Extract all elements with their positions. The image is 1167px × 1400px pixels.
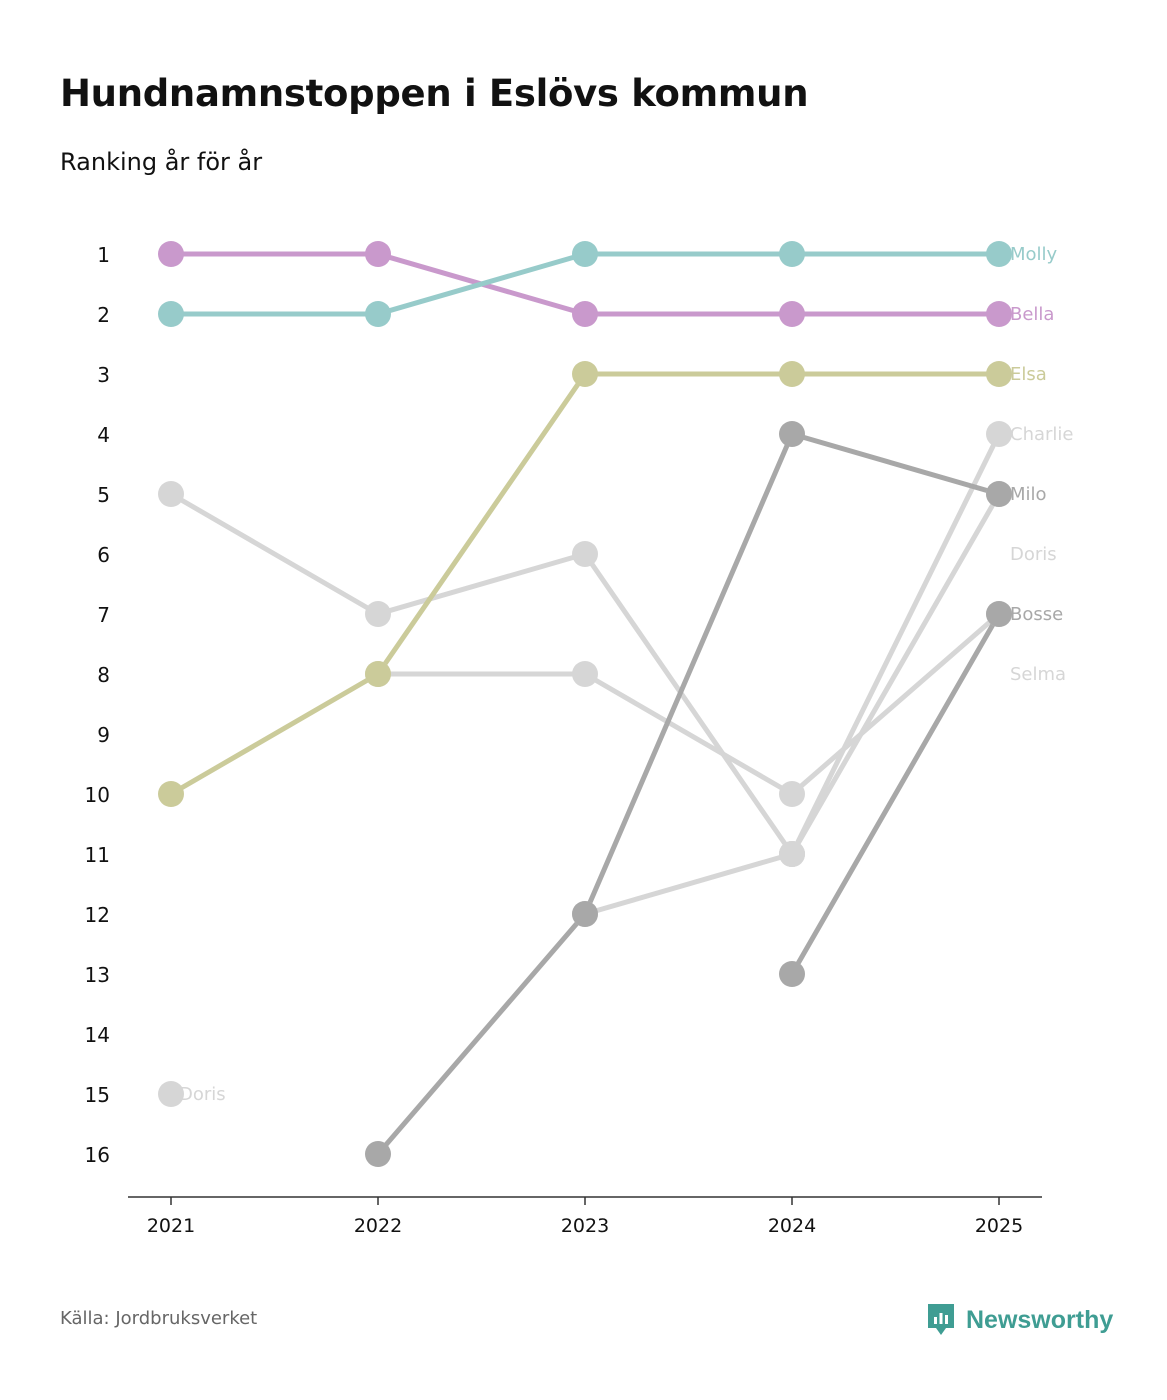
series-points	[158, 241, 1012, 1167]
point-molly-2021	[158, 301, 184, 327]
point-molly-2025	[986, 241, 1012, 267]
point-selma-2021	[158, 481, 184, 507]
y-tick-5: 5	[97, 483, 110, 507]
point-elsa-2022	[365, 661, 391, 687]
y-tick-3: 3	[97, 363, 110, 387]
line-milo	[375, 431, 1002, 1157]
y-tick-15: 15	[85, 1083, 110, 1107]
point-selma-b-2024	[779, 781, 805, 807]
line-charlie	[789, 431, 1002, 857]
x-tick-2023: 2023	[561, 1215, 609, 1237]
end-label-bosse: Bosse	[1010, 604, 1063, 625]
end-label-elsa: Elsa	[1010, 364, 1047, 385]
point-doris-2021	[158, 1081, 184, 1107]
y-tick-10: 10	[85, 783, 110, 807]
series-labels: Molly Bella Elsa Charlie Milo Doris Bosse Selma…	[179, 244, 1073, 1105]
y-tick-2: 2	[97, 303, 110, 327]
end-label-milo: Milo	[1010, 484, 1047, 505]
y-tick-1: 1	[97, 243, 110, 267]
point-milo-2023	[572, 901, 598, 927]
point-bella-2022	[365, 241, 391, 267]
end-label-doris: Doris	[1010, 544, 1057, 565]
point-bella-2023	[572, 301, 598, 327]
end-label-selma: Selma	[1010, 664, 1066, 685]
point-elsa-2024	[779, 361, 805, 387]
point-milo-2024	[779, 421, 805, 447]
line-selma-b	[375, 611, 1002, 797]
point-milo-2022	[365, 1141, 391, 1167]
x-axis: 2021 2022 2023 2024 2025	[128, 1196, 1042, 1237]
point-molly-2022	[365, 301, 391, 327]
point-molly-2023	[572, 241, 598, 267]
point-charlie-2025	[986, 421, 1012, 447]
point-elsa-2021	[158, 781, 184, 807]
y-tick-4: 4	[97, 423, 110, 447]
chart-subtitle: Ranking år för år	[60, 148, 263, 176]
point-elsa-2023	[572, 361, 598, 387]
chart-title: Hundnamnstoppen i Eslövs kommun	[60, 72, 809, 115]
x-tick-2024: 2024	[768, 1215, 816, 1237]
point-bella-2024	[779, 301, 805, 327]
brand-name: Newsworthy	[966, 1305, 1114, 1334]
series-lines	[168, 251, 1002, 1157]
y-tick-9: 9	[97, 723, 110, 747]
brand-logo: Newsworthy	[926, 1302, 1113, 1338]
y-tick-12: 12	[85, 903, 110, 927]
point-molly-2024	[779, 241, 805, 267]
point-bella-2021	[158, 241, 184, 267]
point-selma-2023	[572, 541, 598, 567]
line-bosse	[789, 611, 1002, 977]
end-label-bella: Bella	[1010, 304, 1054, 325]
y-tick-8: 8	[97, 663, 110, 687]
y-tick-13: 13	[85, 963, 110, 987]
end-label-charlie: Charlie	[1010, 424, 1073, 445]
x-tick-2022: 2022	[354, 1215, 402, 1237]
point-selma-b-2023	[572, 661, 598, 687]
y-tick-7: 7	[97, 603, 110, 627]
source-note: Källa: Jordbruksverket	[60, 1308, 258, 1329]
point-charlie-2024	[779, 841, 805, 867]
point-bosse-2025	[986, 601, 1012, 627]
x-tick-2021: 2021	[147, 1215, 195, 1237]
line-elsa	[168, 371, 1002, 797]
newsworthy-logo-icon	[928, 1304, 954, 1335]
end-label-molly: Molly	[1010, 244, 1058, 265]
point-milo-2025	[986, 481, 1012, 507]
start-label-doris: Doris	[179, 1084, 226, 1105]
point-bosse-2024	[779, 961, 805, 987]
point-elsa-2025	[986, 361, 1012, 387]
point-selma-2022	[365, 601, 391, 627]
y-tick-16: 16	[85, 1143, 110, 1167]
x-tick-2025: 2025	[975, 1215, 1023, 1237]
point-bella-2025	[986, 301, 1012, 327]
y-tick-11: 11	[85, 843, 110, 867]
y-tick-6: 6	[97, 543, 110, 567]
line-selma	[168, 491, 795, 857]
y-tick-14: 14	[85, 1023, 110, 1047]
